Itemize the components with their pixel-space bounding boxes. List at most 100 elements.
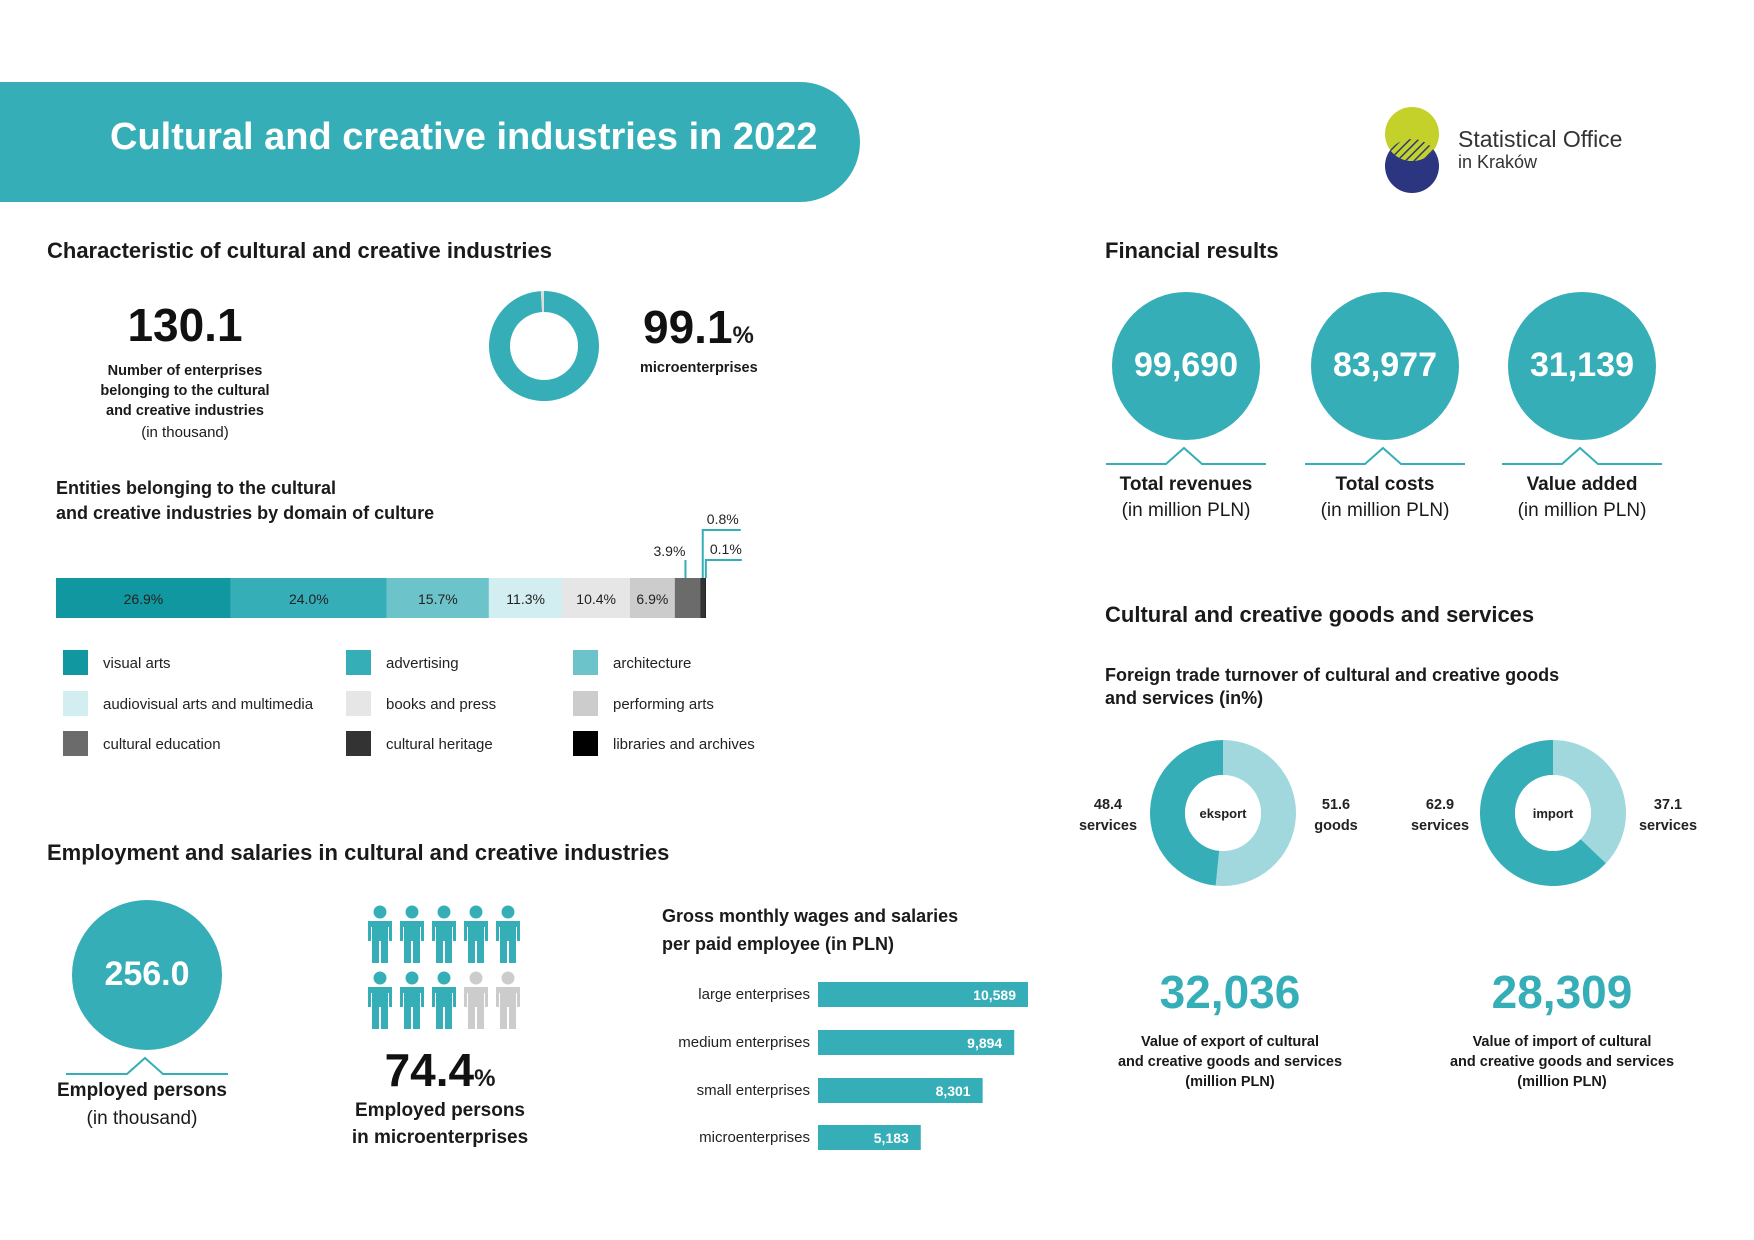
financial-pointer [1106,446,1266,465]
micro-share-wrap: 74.4% [340,1043,540,1097]
micro-label: microenterprises [640,360,758,376]
legend-swatch [346,691,371,716]
wage-value-label: 10,589 [973,987,1016,1003]
legend-label: performing arts [613,696,714,713]
financial-label: Total revenues [1119,474,1253,495]
legend-swatch [573,731,598,756]
trade-value-label: 62.9 [1426,797,1454,813]
wage-value-label: 8,301 [936,1083,971,1099]
legend-label: audiovisual arts and multimedia [103,696,314,713]
domain-bar-segment [488,578,563,618]
legend-label: cultural education [103,736,221,753]
trade-value-label: 48.4 [1094,797,1122,813]
export-label: Value of export of cultural and creative… [1117,1034,1343,1090]
financial-unit: (in million PLN) [1121,500,1251,521]
wage-category-label: medium enterprises [678,1034,810,1051]
domain-bar-segment [674,578,701,618]
trade-donut-slice [1150,740,1223,886]
legend-label: libraries and archives [613,736,755,753]
import-label: Value of import of cultural and creative… [1449,1034,1675,1090]
financial-value: 31,139 [1530,346,1634,384]
financial-unit: (in million PLN) [1320,500,1450,521]
domain-bar-segment [700,578,706,618]
callout-line [704,559,742,578]
micro-donut-slice [489,291,599,401]
domain-bar-label: 0.1% [710,541,742,557]
legend-swatch [63,731,88,756]
person-icon [368,971,392,1029]
legend-label: advertising [386,655,459,672]
domain-bar-label: 0.8% [707,511,739,527]
domain-bar-segment [386,578,489,618]
wage-value-label: 5,183 [874,1130,909,1146]
micro-share-label-1: Employed persons [355,1100,525,1121]
financial-circle [1311,292,1459,440]
micro-share-label-2: in microenterprises [351,1127,529,1148]
wage-bar [818,1078,983,1103]
domain-bar-label: 24.0% [289,591,329,607]
domain-bar-segment [56,578,231,618]
logo-overlap [1385,139,1439,161]
domain-heading: Entities belonging to the cultural and c… [56,478,435,523]
domain-bar-segment [705,578,706,618]
person-icon [368,905,392,963]
employment-heading: Employment and salaries in cultural and … [47,840,670,865]
wage-category-label: microenterprises [699,1129,810,1146]
domain-bar-label: 3.9% [654,543,686,559]
financial-pointer [1305,446,1465,465]
financial-unit: (in million PLN) [1517,500,1647,521]
financial-label: Total costs [1335,474,1435,495]
person-icon [464,905,488,963]
trade-value-label: 37.1 [1654,797,1682,813]
enterprises-label: Number of enterprises belonging to the c… [100,363,270,441]
legend-label: architecture [613,655,691,672]
financial-heading: Financial results [1105,238,1279,263]
wages-heading: Gross monthly wages and salaries per pai… [662,906,959,954]
legend-label: cultural heritage [386,736,493,753]
legend-swatch [63,691,88,716]
domain-bar-label: 26.9% [124,591,164,607]
financial-value: 99,690 [1134,346,1238,384]
micro-unit: % [732,322,754,349]
characteristic-heading: Characteristic of cultural and creative … [47,238,552,263]
wage-category-label: large enterprises [698,986,810,1003]
logo-line1: Statistical Office [1458,126,1623,152]
micro-value: 99.1 [643,301,733,353]
financial-circle [1508,292,1656,440]
trade-donut-slice [1215,740,1296,886]
legend-label: books and press [386,696,496,713]
employed-circle [72,900,222,1050]
wage-bar [818,1030,1015,1055]
employed-unit: (in thousand) [86,1108,198,1129]
domain-bar-segment [562,578,630,618]
person-icon [400,971,424,1029]
wage-bar [818,1125,921,1150]
legend-swatch [346,731,371,756]
trade-donut-slice [1480,740,1606,886]
domain-stacked-bar-chart: 26.9% 24.0% 15.7% 11.3% 10.4% 6.9% 3.9% 0.8% 0.1… [56,511,755,756]
enterprises-value: 130.1 [127,299,243,351]
employed-value: 256.0 [104,955,190,993]
title-banner [0,82,860,202]
export-value: 32,036 [1159,966,1301,1018]
financial-label: Value added [1526,474,1638,495]
person-icon [464,971,488,1029]
micro-share-unit: % [474,1065,496,1092]
people-pictogram [368,905,520,1029]
employed-label: Employed persons [57,1080,227,1101]
wage-bar [818,982,1028,1007]
person-icon [432,905,456,963]
trade-donuts: eksport 48.4 services 51.6 goods import 62.9 s… [1079,740,1697,886]
wage-category-label: small enterprises [697,1082,810,1099]
micro-value-wrap: 99.1% [643,300,754,354]
legend-swatch [346,650,371,675]
domain-bar-segment [230,578,387,618]
trade-donut-slice [1553,740,1626,864]
financial-pointer [1502,446,1662,465]
micro-donut-slice [540,291,544,313]
microenterprises-donut [489,291,599,401]
employed-pointer [66,1056,228,1075]
legend-swatch [573,691,598,716]
micro-share-value: 74.4 [384,1044,475,1096]
logo-line2: in Kraków [1458,152,1538,172]
